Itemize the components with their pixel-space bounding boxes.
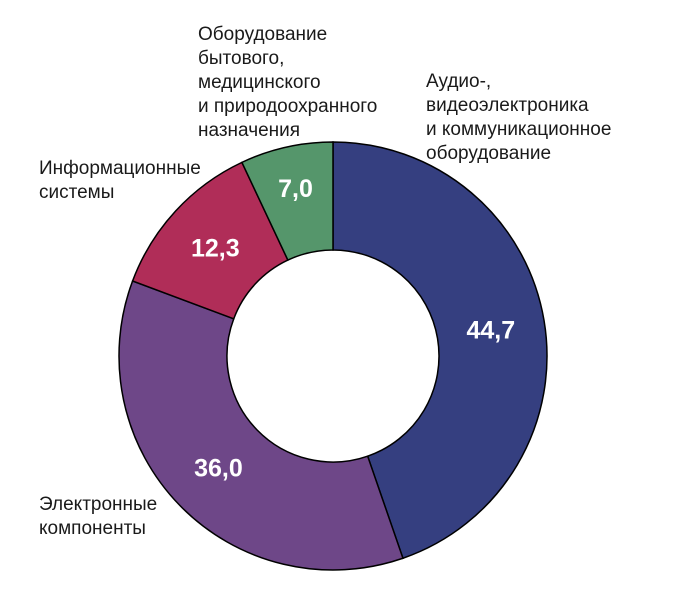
label-household-medical-equipment: Оборудование бытового, медицинского и пр… <box>198 24 383 141</box>
slice-household-medical-equipment <box>240 141 334 262</box>
slice-audio-video <box>332 141 548 560</box>
donut-slices <box>118 141 548 571</box>
category-labels: Аудио-, видеоэлектроника и коммуникацион… <box>39 24 617 539</box>
value-label-audio-video: 44,7 <box>466 316 515 344</box>
slice-electronic-components <box>118 280 404 571</box>
value-label-electronic-components: 36,0 <box>194 455 243 483</box>
label-electronic-components: Электронные компоненты <box>39 494 163 539</box>
label-audio-video: Аудио-, видеоэлектроника и коммуникацион… <box>426 71 617 164</box>
value-label-information-systems: 12,3 <box>191 235 240 263</box>
value-label-household-medical-equipment: 7,0 <box>278 175 313 203</box>
slice-value-labels: 44,7 36,0 12,3 7,0 <box>191 175 515 483</box>
label-information-systems: Информационные системы <box>39 158 206 203</box>
